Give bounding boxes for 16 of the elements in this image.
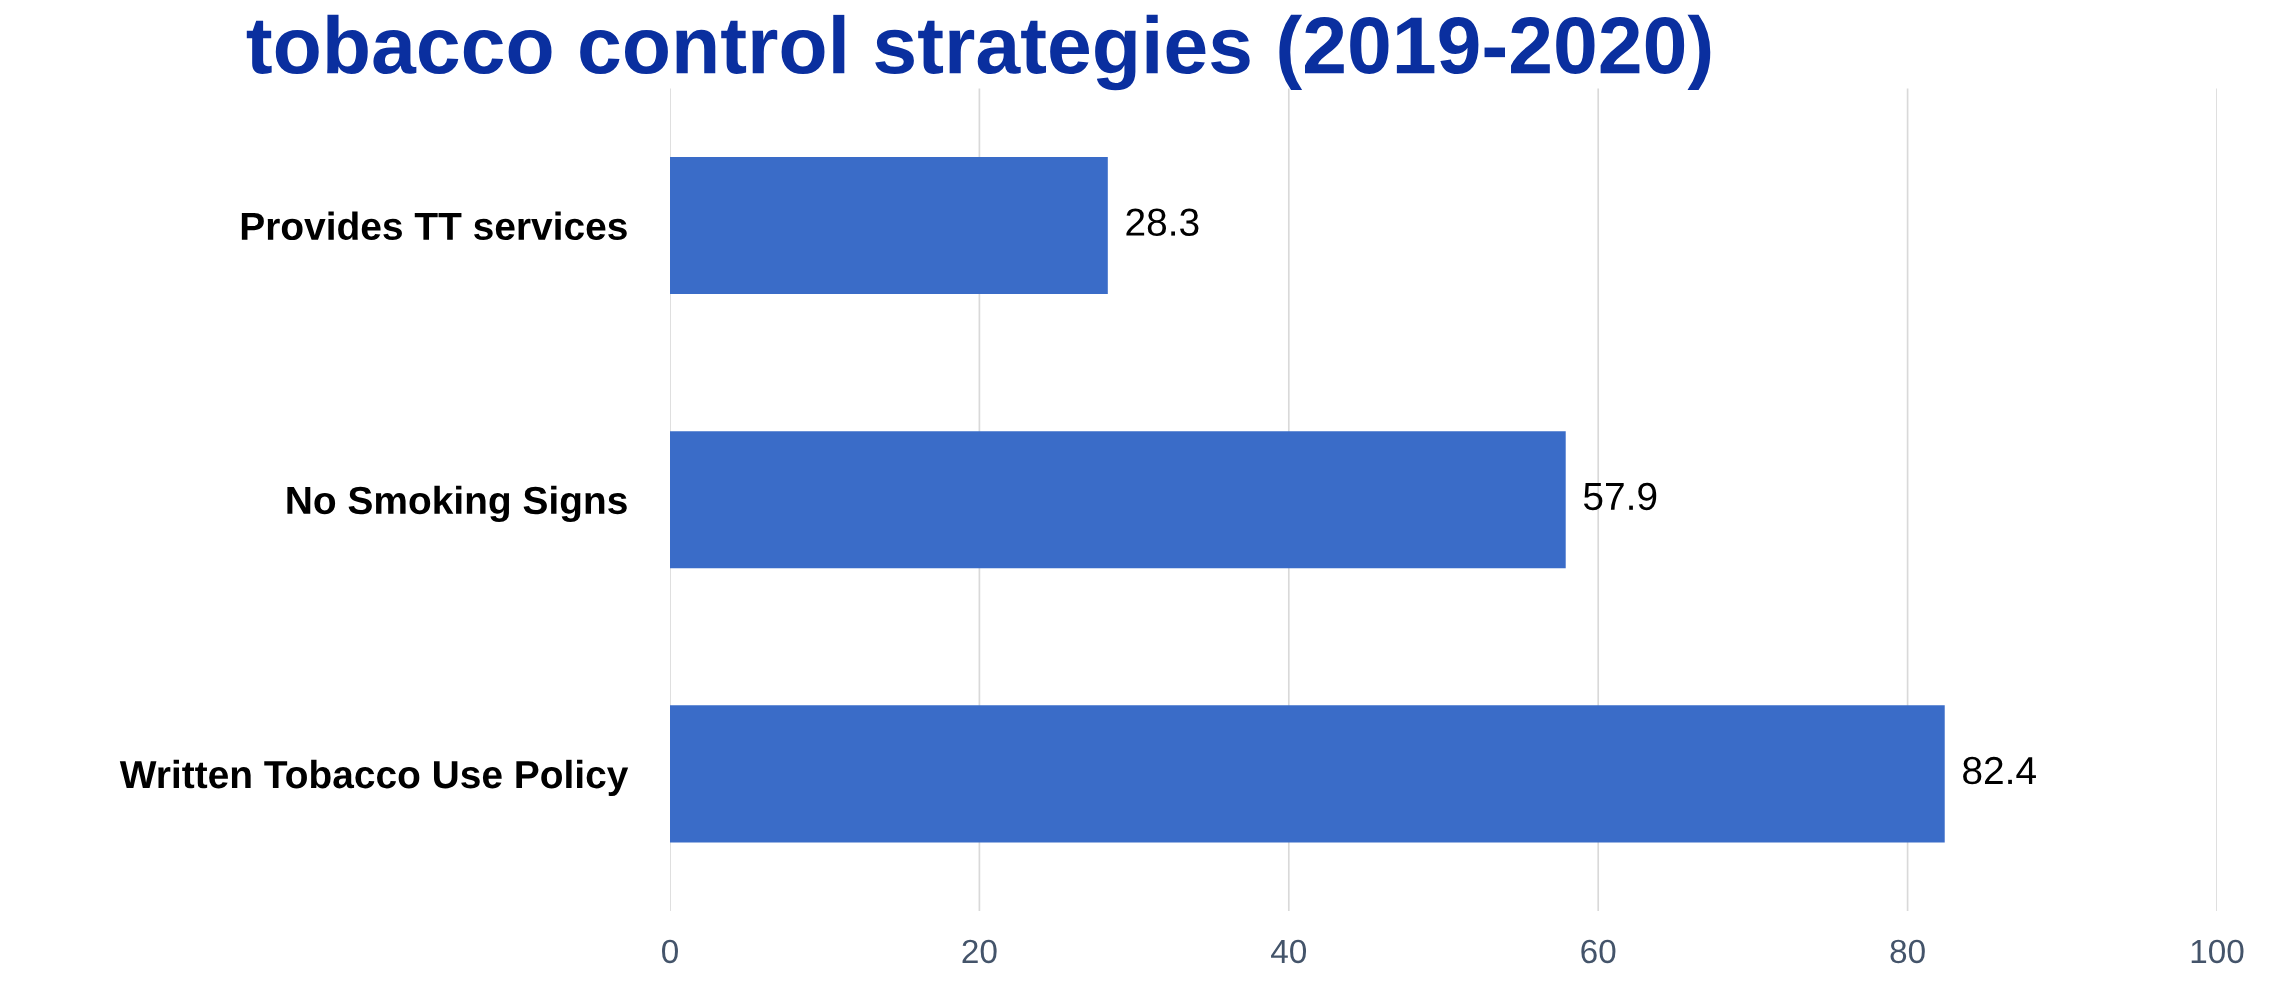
x-tick-label: 100 [2191,939,2244,964]
x-tick-label: 20 [962,939,997,964]
x-tick-label: 0 [662,939,678,964]
bar [670,431,1566,569]
data-label: 57.9 [1583,482,1657,511]
y-tick-label: No Smoking Signs [287,485,627,523]
x-tick-label: 40 [1271,939,1307,964]
x-tick-label: 80 [1890,939,1925,964]
bar [670,157,1108,295]
data-label: 28.3 [1126,208,1199,236]
data-label: 82.4 [1963,756,2036,785]
x-tick-label: 60 [1581,939,1616,964]
y-tick-label: Written Tobacco Use Policy [119,759,629,797]
y-tick-label: Provides TT services [241,211,627,241]
chart-title: tobacco control strategies (2019-2020) [246,14,1711,91]
bar [670,705,1945,843]
